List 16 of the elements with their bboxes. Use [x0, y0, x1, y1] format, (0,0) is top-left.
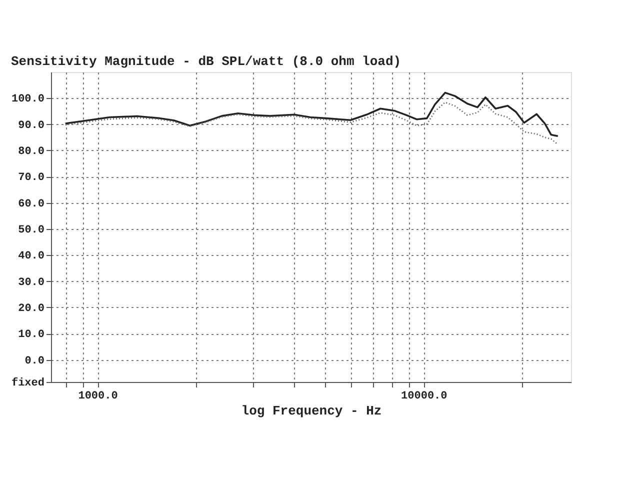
y-tick-label: 20.0: [18, 302, 44, 315]
x-tick-label: 1000.0: [78, 390, 118, 402]
y-tick-label: 60.0: [18, 198, 44, 210]
y-tick-label: 30.0: [18, 276, 44, 289]
chart-title: Sensitivity Magnitude - dB SPL/watt (8.0 ohm load): [10, 54, 402, 69]
y-tick-label: 10.0: [18, 329, 44, 342]
x-axis-title: log Frequency - Hz: [241, 404, 382, 418]
y-tick-label: 0.0: [24, 355, 44, 368]
y-tick-label: 90.0: [18, 120, 44, 132]
y-tick-label: 70.0: [18, 172, 44, 184]
y-tick-label: 100.0: [11, 94, 44, 106]
y-tick-label: 80.0: [18, 146, 44, 158]
y-tick-label: fixed: [11, 376, 44, 390]
x-tick-label: 10000.0: [401, 390, 448, 402]
y-tick-label: 50.0: [18, 224, 44, 236]
y-tick-label: 40.0: [18, 250, 44, 263]
